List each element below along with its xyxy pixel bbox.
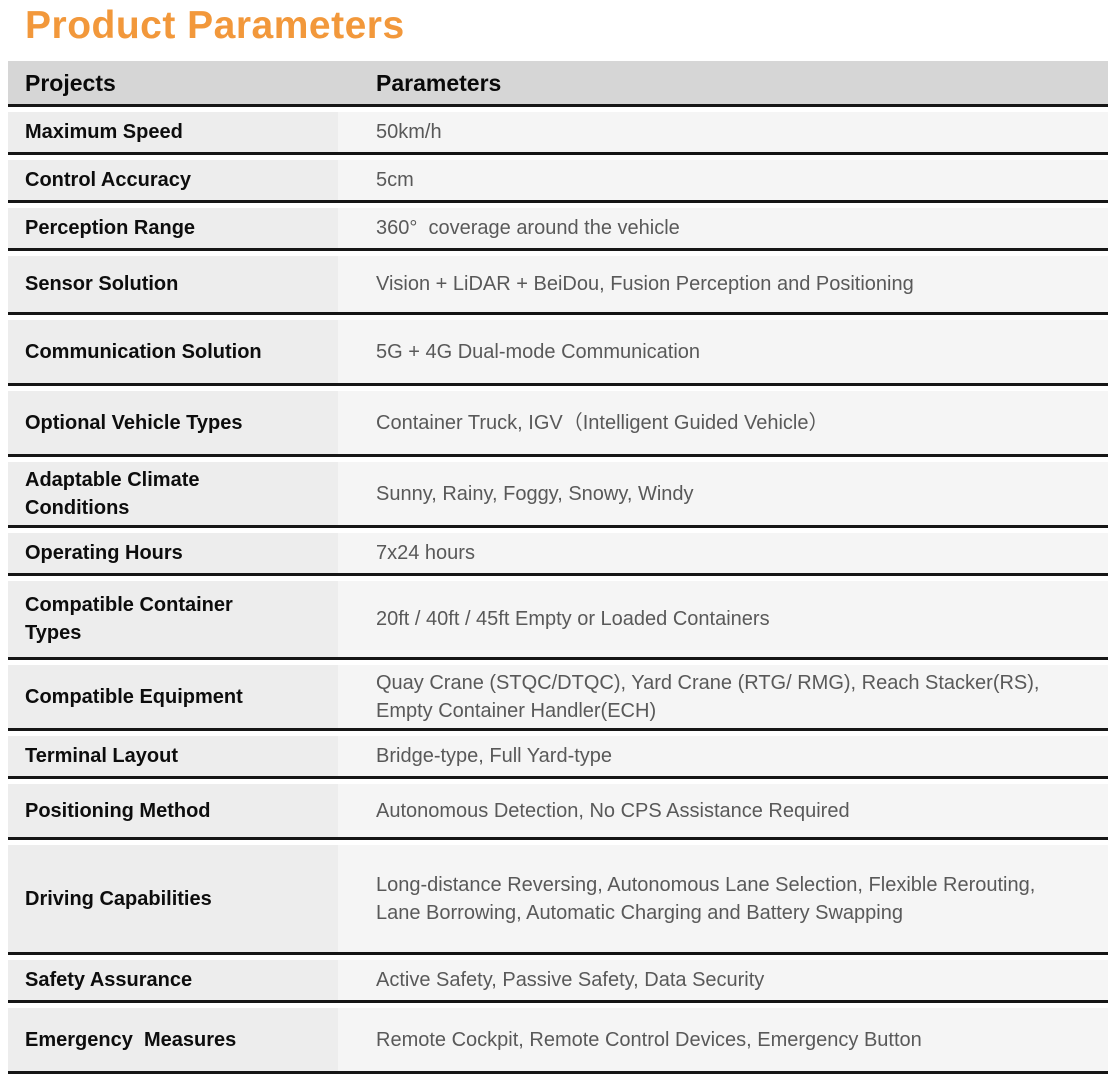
parameter-cell: Quay Crane (STQC/DTQC), Yard Crane (RTG/…: [338, 665, 1108, 731]
parameter-cell: Bridge-type, Full Yard-type: [338, 736, 1108, 779]
table-row: Sensor Solution Vision + LiDAR + BeiDou,…: [8, 256, 1108, 315]
parameter-cell: Container Truck, IGV（Intelligent Guided …: [338, 391, 1108, 457]
parameter-cell: 7x24 hours: [338, 533, 1108, 576]
project-cell: Emergency Measures: [8, 1008, 338, 1074]
table-row: Control Accuracy 5cm: [8, 160, 1108, 203]
table-row: Positioning Method Autonomous Detection,…: [8, 784, 1108, 840]
table-row: Maximum Speed 50km/h: [8, 112, 1108, 155]
parameter-cell: Active Safety, Passive Safety, Data Secu…: [338, 960, 1108, 1003]
table-row: Safety Assurance Active Safety, Passive …: [8, 960, 1108, 1003]
parameter-cell: Sunny, Rainy, Foggy, Snowy, Windy: [338, 462, 1108, 528]
table-row: Emergency Measures Remote Cockpit, Remot…: [8, 1008, 1108, 1074]
project-cell: Operating Hours: [8, 533, 338, 576]
table-row: Communication Solution 5G + 4G Dual-mode…: [8, 320, 1108, 386]
parameter-cell: Remote Cockpit, Remote Control Devices, …: [338, 1008, 1108, 1074]
parameter-cell: 5cm: [338, 160, 1108, 203]
parameter-cell: 5G + 4G Dual-mode Communication: [338, 320, 1108, 386]
project-cell: Optional Vehicle Types: [8, 391, 338, 457]
project-cell: Maximum Speed: [8, 112, 338, 155]
table-row: Adaptable Climate Conditions Sunny, Rain…: [8, 462, 1108, 528]
table-row: Compatible Equipment Quay Crane (STQC/DT…: [8, 665, 1108, 731]
parameter-cell: 20ft / 40ft / 45ft Empty or Loaded Conta…: [338, 581, 1108, 660]
parameter-cell: 360° coverage around the vehicle: [338, 208, 1108, 251]
parameter-cell: 50km/h: [338, 112, 1108, 155]
table-row: Driving Capabilities Long-distance Rever…: [8, 845, 1108, 955]
table-row: Compatible Container Types 20ft / 40ft /…: [8, 581, 1108, 660]
project-cell: Compatible Container Types: [8, 581, 338, 660]
project-cell: Perception Range: [8, 208, 338, 251]
parameter-cell: Vision + LiDAR + BeiDou, Fusion Percepti…: [338, 256, 1108, 315]
product-parameters-table: Projects Parameters Maximum Speed 50km/h…: [8, 56, 1108, 1079]
project-cell: Positioning Method: [8, 784, 338, 840]
table-row: Perception Range 360° coverage around th…: [8, 208, 1108, 251]
project-cell: Compatible Equipment: [8, 665, 338, 731]
page-title: Product Parameters: [25, 4, 405, 47]
project-cell: Safety Assurance: [8, 960, 338, 1003]
column-header-parameters: Parameters: [338, 61, 1108, 107]
project-cell: Driving Capabilities: [8, 845, 338, 955]
table-row: Operating Hours 7x24 hours: [8, 533, 1108, 576]
table-row: Terminal Layout Bridge-type, Full Yard-t…: [8, 736, 1108, 779]
project-cell: Communication Solution: [8, 320, 338, 386]
table-row: Optional Vehicle Types Container Truck, …: [8, 391, 1108, 457]
project-cell: Sensor Solution: [8, 256, 338, 315]
project-cell: Terminal Layout: [8, 736, 338, 779]
table-header-row: Projects Parameters: [8, 61, 1108, 107]
project-cell: Adaptable Climate Conditions: [8, 462, 338, 528]
project-cell: Control Accuracy: [8, 160, 338, 203]
parameter-cell: Long-distance Reversing, Autonomous Lane…: [338, 845, 1108, 955]
column-header-projects: Projects: [8, 61, 338, 107]
parameter-cell: Autonomous Detection, No CPS Assistance …: [338, 784, 1108, 840]
